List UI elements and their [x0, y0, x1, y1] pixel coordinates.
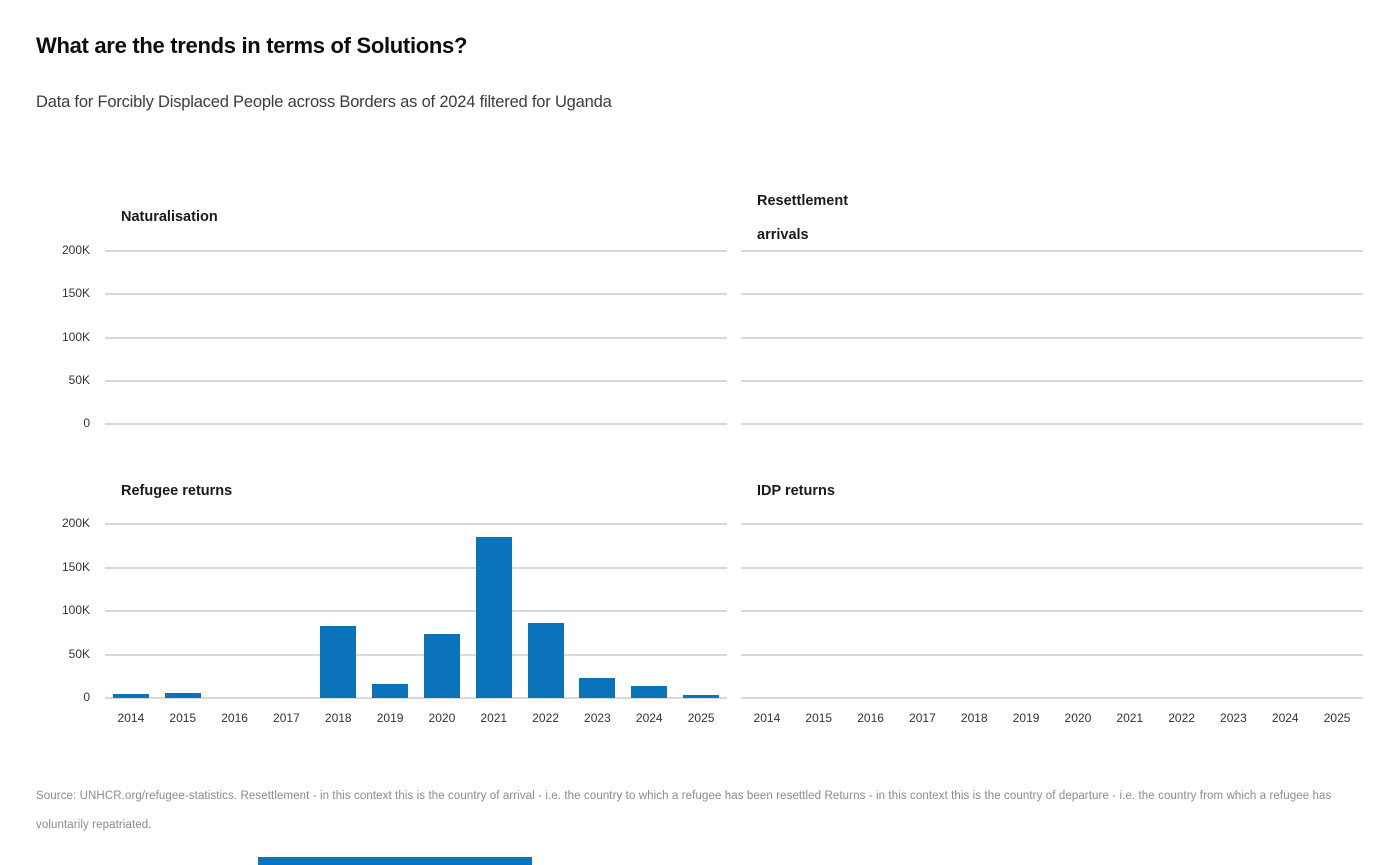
y-axis-label: 0	[83, 416, 90, 430]
gridline	[741, 567, 1363, 569]
gridline	[741, 523, 1363, 525]
gridline	[741, 654, 1363, 656]
x-axis-label-2016: 2016	[857, 711, 884, 725]
gridline	[105, 610, 727, 612]
gridline	[105, 697, 727, 699]
panel-title-refugee-returns: Refugee returns	[121, 483, 233, 499]
x-axis-label-2021: 2021	[480, 711, 508, 725]
x-axis-label-2015: 2015	[169, 711, 197, 725]
panel-title-idp-returns: IDP returns	[757, 483, 835, 499]
bottom-blue-strip	[258, 857, 532, 865]
x-axis-label-2022: 2022	[1168, 711, 1195, 725]
gridline	[105, 654, 727, 656]
page-subtitle: Data for Forcibly Displaced People acros…	[36, 93, 612, 111]
x-axis-label-2018: 2018	[960, 711, 988, 725]
x-axis-label-2020: 2020	[428, 711, 456, 725]
y-axis-label: 50K	[68, 646, 90, 661]
gridline	[741, 697, 1363, 699]
x-axis-label-2019: 2019	[376, 711, 404, 725]
bar-refugee-returns-2018[interactable]	[320, 626, 356, 698]
x-axis-label-2024: 2024	[635, 711, 663, 725]
bar-refugee-returns-2014[interactable]	[113, 694, 149, 698]
panel-title-naturalisation: Naturalisation	[121, 209, 218, 225]
gridline	[741, 250, 1363, 252]
y-axis-label: 50K	[68, 372, 90, 387]
gridline	[741, 293, 1363, 295]
page-title: What are the trends in terms of Solution…	[36, 33, 468, 58]
y-axis-label: 100K	[61, 329, 90, 344]
bar-refugee-returns-2025[interactable]	[683, 695, 719, 698]
gridline	[105, 523, 727, 525]
gridline	[741, 610, 1363, 612]
gridline	[105, 423, 727, 425]
x-axis-label-2019: 2019	[1012, 711, 1040, 725]
x-axis-label-2023: 2023	[584, 711, 611, 725]
y-axis-label: 150K	[61, 286, 90, 301]
x-axis-label-2023: 2023	[1220, 711, 1247, 725]
bar-refugee-returns-2020[interactable]	[424, 634, 460, 698]
bar-refugee-returns-2021[interactable]	[476, 537, 512, 698]
gridline	[105, 380, 727, 382]
x-axis-label-2015: 2015	[805, 711, 833, 725]
gridline	[741, 337, 1363, 339]
x-axis-label-2014: 2014	[117, 711, 145, 725]
y-axis-label: 100K	[61, 603, 90, 617]
y-axis-label: 0	[83, 690, 90, 704]
x-axis-label-2021: 2021	[1116, 711, 1144, 725]
gridline	[105, 250, 727, 252]
x-axis-label-2024: 2024	[1271, 711, 1299, 725]
x-axis-label-2016: 2016	[221, 711, 248, 725]
plot-area-idp-returns	[741, 523, 1363, 699]
x-axis-label-2025: 2025	[1323, 711, 1351, 725]
gridline	[105, 567, 727, 569]
x-axis-label-2014: 2014	[753, 711, 781, 725]
gridline	[741, 380, 1363, 382]
x-axis-label-2018: 2018	[324, 711, 352, 725]
bar-refugee-returns-2019[interactable]	[372, 684, 408, 698]
gridline	[105, 337, 727, 339]
plot-area-resettlement-arrivals	[741, 250, 1363, 425]
gridline	[105, 293, 727, 295]
gridline	[741, 423, 1363, 425]
x-axis-label-2017: 2017	[273, 711, 300, 725]
y-axis-label: 200K	[61, 516, 90, 530]
panel-title-resettlement-arrivals: Resettlement arrivals	[757, 193, 849, 243]
plot-area-naturalisation	[105, 250, 727, 425]
bar-refugee-returns-2023[interactable]	[579, 678, 615, 698]
bar-refugee-returns-2022[interactable]	[528, 623, 564, 698]
y-axis-label: 150K	[61, 559, 90, 574]
x-axis-label-2022: 2022	[532, 711, 559, 725]
plot-area-refugee-returns	[105, 523, 727, 699]
x-axis-label-2020: 2020	[1064, 711, 1092, 725]
bar-refugee-returns-2015[interactable]	[165, 693, 201, 698]
y-axis-label: 200K	[61, 243, 90, 257]
x-axis-label-2025: 2025	[687, 711, 715, 725]
bar-refugee-returns-2024[interactable]	[631, 686, 667, 698]
source-footnote: Source: UNHCR.org/refugee-statistics. Re…	[36, 790, 1332, 831]
x-axis-label-2017: 2017	[909, 711, 936, 725]
